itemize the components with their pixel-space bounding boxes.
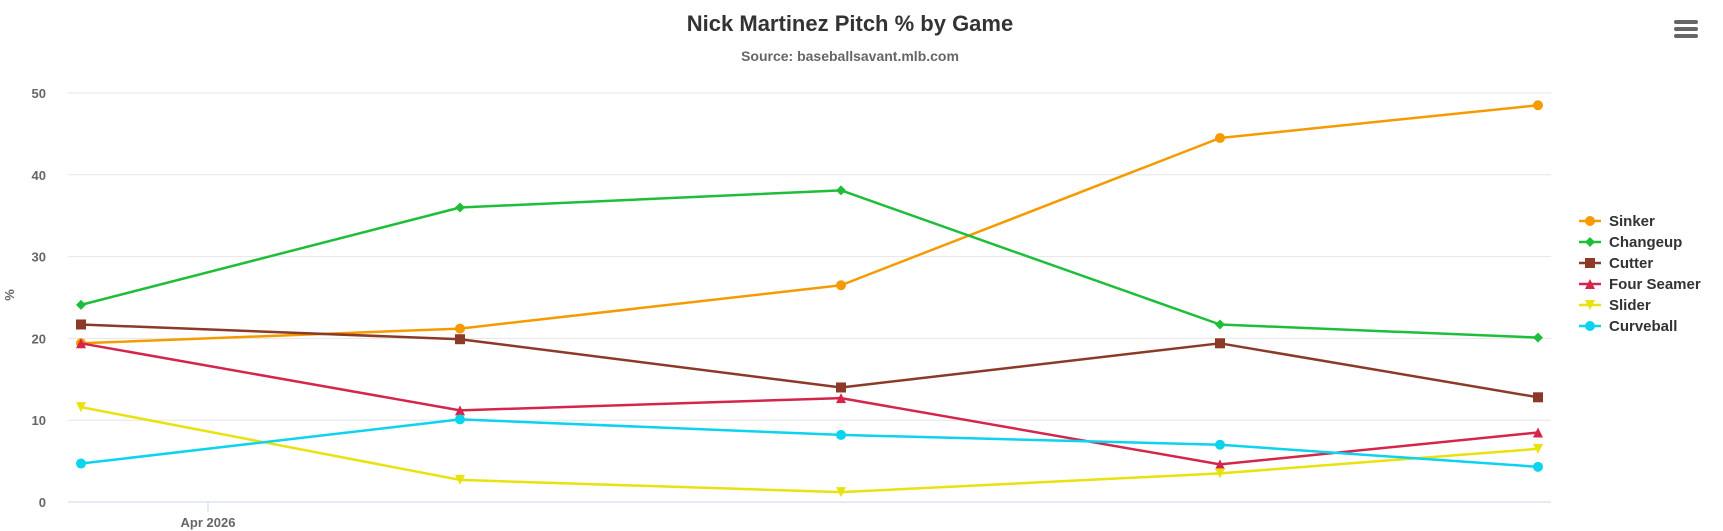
data-point-slider <box>1215 468 1225 479</box>
data-point-changeup <box>836 185 846 196</box>
y-tick-label: 20 <box>32 331 46 346</box>
data-point-slider <box>76 402 86 413</box>
data-point-sinker <box>836 280 846 291</box>
data-point-sinker <box>1215 132 1225 143</box>
y-tick-label: 40 <box>32 168 46 183</box>
data-point-curveball <box>76 458 86 469</box>
y-axis-label: % <box>2 289 17 301</box>
data-point-four-seamer <box>455 405 465 416</box>
series-slider <box>76 402 1543 498</box>
series-line-sinker <box>80 104 1539 345</box>
data-point-slider <box>836 487 846 498</box>
y-tick-label: 30 <box>32 250 46 265</box>
data-point-cutter <box>836 382 846 393</box>
legend-item-curveball[interactable]: Curveball <box>1579 318 1677 335</box>
series-cutter <box>76 319 1543 403</box>
legend-item-sinker[interactable]: Sinker <box>1579 213 1655 230</box>
series-curveball <box>76 414 1543 472</box>
legend-marker-icon <box>1585 237 1595 247</box>
legend-label: Curveball <box>1609 318 1677 335</box>
legend-marker-icon <box>1585 300 1595 310</box>
legend-label: Sinker <box>1609 213 1655 230</box>
data-point-changeup <box>1215 319 1225 330</box>
legend-item-changeup[interactable]: Changeup <box>1579 234 1682 251</box>
series-line-four-seamer <box>80 342 1539 466</box>
series-four-seamer <box>76 338 1543 470</box>
legend-marker-icon <box>1585 216 1595 226</box>
series-sinker <box>76 100 1543 349</box>
data-point-four-seamer <box>1533 427 1543 438</box>
data-point-cutter <box>455 334 465 345</box>
data-point-slider <box>1533 443 1543 454</box>
data-point-changeup <box>1533 332 1543 343</box>
y-tick-label: 0 <box>39 495 46 510</box>
data-point-slider <box>455 474 465 485</box>
data-point-changeup <box>76 299 86 310</box>
legend-item-cutter[interactable]: Cutter <box>1579 255 1653 272</box>
data-point-four-seamer <box>76 338 86 349</box>
data-point-cutter <box>76 319 86 330</box>
x-tick-label: Apr 2026 <box>181 515 236 530</box>
chart-title: Nick Martinez Pitch % by Game <box>687 11 1013 36</box>
data-point-cutter <box>1215 338 1225 349</box>
legend-item-four-seamer[interactable]: Four Seamer <box>1579 276 1701 293</box>
chart-subtitle: Source: baseballsavant.mlb.com <box>741 48 959 64</box>
hamburger-menu-icon[interactable] <box>1674 20 1698 38</box>
legend-label: Slider <box>1609 297 1651 314</box>
data-point-four-seamer <box>1215 459 1225 470</box>
data-point-curveball <box>836 429 846 440</box>
legend-item-slider[interactable]: Slider <box>1579 297 1651 314</box>
data-point-curveball <box>455 414 465 425</box>
data-point-curveball <box>1215 439 1225 450</box>
data-point-changeup <box>455 202 465 213</box>
legend-marker-icon <box>1585 279 1595 289</box>
y-tick-label: 50 <box>32 86 46 101</box>
series-line-changeup <box>80 189 1539 339</box>
data-point-cutter <box>1533 392 1543 403</box>
legend-label: Changeup <box>1609 234 1682 251</box>
legend-label: Cutter <box>1609 255 1653 272</box>
data-point-four-seamer <box>836 393 846 404</box>
data-point-sinker <box>1533 100 1543 111</box>
data-point-sinker <box>455 323 465 334</box>
series-line-curveball <box>80 418 1539 469</box>
series-changeup <box>76 185 1543 343</box>
data-point-curveball <box>1533 461 1543 472</box>
y-tick-label: 10 <box>32 413 46 428</box>
legend-marker-icon <box>1585 258 1595 268</box>
legend-label: Four Seamer <box>1609 276 1701 293</box>
legend-marker-icon <box>1585 321 1595 331</box>
